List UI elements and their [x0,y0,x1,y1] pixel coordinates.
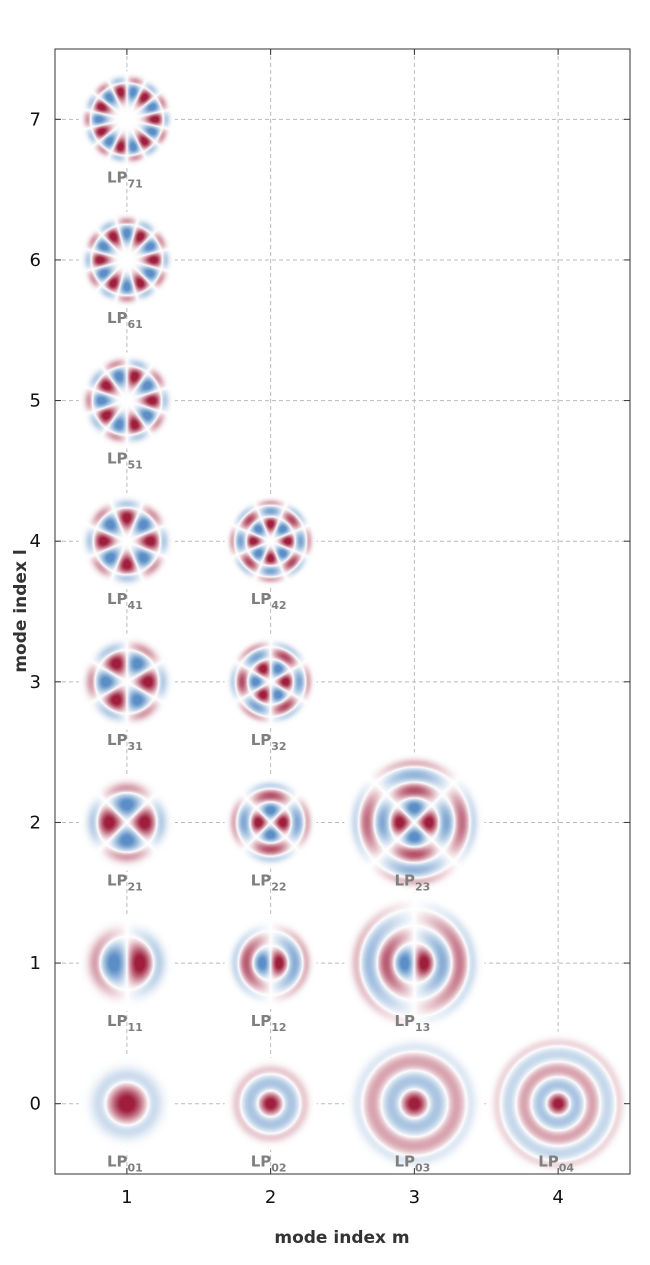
mode-label-lp61: LP61 [107,309,143,331]
mode-label-prefix: LP [251,590,272,608]
y-tick-label: 3 [30,672,41,693]
y-tick-label: 1 [30,953,41,974]
mode-label-subscript: 11 [128,1021,143,1034]
y-tick-label: 6 [30,250,41,271]
mode-label-prefix: LP [107,590,128,608]
x-axis-title: mode index m [274,1228,409,1248]
mode-label-prefix: LP [251,731,272,749]
mode-pattern-lp21 [78,774,175,871]
mode-label-lp71: LP71 [107,168,143,190]
mode-label-prefix: LP [251,871,272,889]
mode-label-lp22: LP22 [251,871,287,893]
mode-label-prefix: LP [107,1012,128,1030]
x-tick-label: 2 [265,1187,276,1208]
mode-pattern-lp01 [78,1055,175,1152]
mode-label-lp32: LP32 [251,731,287,753]
mode-pattern-lp02 [224,1057,317,1150]
mode-label-subscript: 31 [128,740,143,753]
mode-label-lp13: LP13 [394,1012,430,1034]
mode-label-lp01: LP01 [107,1153,143,1175]
plot-frame [54,48,631,1175]
mode-label-lp02: LP02 [251,1153,287,1175]
mode-label-subscript: 71 [128,177,143,190]
mode-label-prefix: LP [107,871,128,889]
mode-label-lp11: LP11 [107,1012,143,1034]
mode-label-lp03: LP03 [394,1153,430,1175]
y-axis-title: mode index l [11,549,31,672]
x-tick-label: 3 [409,1187,420,1208]
mode-label-subscript: 23 [415,880,430,893]
mode-label-prefix: LP [107,1153,128,1171]
mode-pattern-lp71 [78,71,175,168]
mode-pattern-lp03 [344,1033,485,1174]
mode-pattern-lp41 [78,493,175,590]
mode-label-subscript: 03 [415,1162,430,1175]
mode-pattern-lp31 [78,633,175,730]
y-tick-label: 4 [30,531,41,552]
mode-label-lp42: LP42 [251,590,287,612]
mode-label-lp12: LP12 [251,1012,287,1034]
y-tick-label: 2 [30,812,41,833]
mode-patterns [78,71,631,1176]
mode-label-prefix: LP [394,1012,415,1030]
mode-label-subscript: 41 [128,599,143,612]
mode-label-lp41: LP41 [107,590,143,612]
mode-label-prefix: LP [251,1012,272,1030]
mode-label-subscript: 42 [271,599,286,612]
x-tick-label: 4 [552,1187,563,1208]
mode-pattern-lp22 [224,776,317,869]
mode-pattern-lp11 [78,915,175,1012]
mode-pattern-lp51 [78,352,175,449]
mode-pattern-lp61 [78,211,175,308]
y-tick-label: 0 [30,1094,41,1115]
mode-pattern-lp12 [224,917,317,1010]
y-tick-label: 5 [30,391,41,412]
mode-pattern-lp04 [486,1031,631,1176]
mode-label-prefix: LP [107,731,128,749]
mode-pattern-lp13 [344,893,485,1034]
mode-label-prefix: LP [107,450,128,468]
mode-label-subscript: 51 [128,459,143,472]
mode-label-prefix: LP [107,168,128,186]
mode-label-subscript: 12 [271,1021,286,1034]
y-tick-label: 7 [30,109,41,130]
mode-pattern-lp32 [224,635,317,728]
mode-label-lp04: LP04 [538,1153,574,1175]
mode-label-lp31: LP31 [107,731,143,753]
mode-label-subscript: 21 [128,880,143,893]
mode-pattern-lp23 [344,752,485,893]
grid-lines [55,49,630,1174]
mode-label-prefix: LP [538,1153,559,1171]
mode-label-subscript: 22 [271,880,286,893]
mode-label-lp21: LP21 [107,871,143,893]
mode-label-lp23: LP23 [394,871,430,893]
mode-label-prefix: LP [251,1153,272,1171]
x-tick-label: 1 [121,1187,132,1208]
mode-label-prefix: LP [394,871,415,889]
mode-label-subscript: 02 [271,1162,286,1175]
mode-label-prefix: LP [107,309,128,327]
mode-label-subscript: 13 [415,1021,430,1034]
mode-label-prefix: LP [394,1153,415,1171]
mode-label-subscript: 04 [559,1162,575,1175]
mode-label-subscript: 01 [128,1162,143,1175]
mode-label-subscript: 61 [128,318,143,331]
mode-label-subscript: 32 [271,740,286,753]
mode-label-lp51: LP51 [107,450,143,472]
mode-pattern-lp42 [224,495,317,588]
